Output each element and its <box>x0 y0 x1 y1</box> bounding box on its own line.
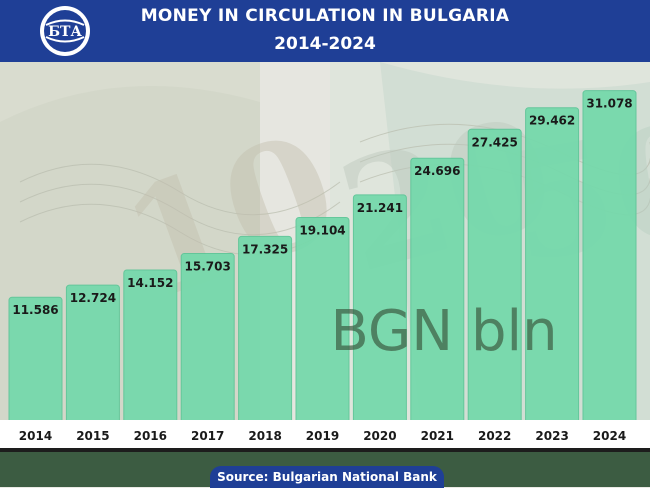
value-label-2021: 24.696 <box>414 164 460 178</box>
value-label-2015: 12.724 <box>70 291 116 305</box>
source-label: Source: Bulgarian National Bank <box>210 466 444 488</box>
value-label-2018: 17.325 <box>242 242 288 256</box>
x-tick-label-2023: 2023 <box>535 429 568 443</box>
x-tick-label-2019: 2019 <box>306 429 339 443</box>
x-tick-label-2014: 2014 <box>19 429 52 443</box>
bar-2024 <box>582 90 637 420</box>
x-tick-label-2017: 2017 <box>191 429 224 443</box>
x-tick-label-2022: 2022 <box>478 429 511 443</box>
value-label-2020: 21.241 <box>357 201 403 215</box>
x-axis-labels: 2014 2015 2016 2017 2018 2019 2020 2021 2022 2023… <box>19 429 626 443</box>
x-tick-label-2021: 2021 <box>421 429 454 443</box>
value-label-2024: 31.078 <box>586 97 632 111</box>
x-axis-line <box>0 448 650 452</box>
value-label-2023: 29.462 <box>529 114 575 128</box>
chart-subtitle: 2014-2024 <box>274 34 376 54</box>
bar-2019 <box>295 216 350 420</box>
bar-2016 <box>123 269 178 420</box>
x-tick-label-2018: 2018 <box>248 429 281 443</box>
chart-title: MONEY IN CIRCULATION IN BULGARIA <box>140 6 510 26</box>
value-label-2014: 11.586 <box>12 303 58 317</box>
x-tick-label-2020: 2020 <box>363 429 396 443</box>
bar-2017 <box>180 253 235 420</box>
value-label-2017: 15.703 <box>185 260 231 274</box>
bar-2014 <box>8 296 63 420</box>
bar-2023 <box>525 107 580 420</box>
x-tick-label-2024: 2024 <box>593 429 626 443</box>
bar-2022 <box>467 128 522 420</box>
value-label-2016: 14.152 <box>127 276 173 290</box>
x-tick-label-2015: 2015 <box>76 429 109 443</box>
x-axis-band <box>0 420 650 448</box>
value-label-2022: 27.425 <box>472 135 518 149</box>
bar-2021 <box>410 157 465 420</box>
bar-chart: 11.586 12.724 14.152 15.703 17.325 19.104 21.2… <box>8 90 637 420</box>
bar-2020 <box>352 194 407 420</box>
x-tick-label-2016: 2016 <box>134 429 167 443</box>
bta-logo: БТА <box>40 6 90 56</box>
unit-label: BGN bln <box>330 299 557 364</box>
header-bar: БТА MONEY IN CIRCULATION IN BULGARIA 201… <box>0 0 650 62</box>
logo-text: БТА <box>48 24 82 40</box>
bar-2015 <box>65 284 120 420</box>
bar-2018 <box>238 235 293 420</box>
value-label-2019: 19.104 <box>299 223 345 237</box>
